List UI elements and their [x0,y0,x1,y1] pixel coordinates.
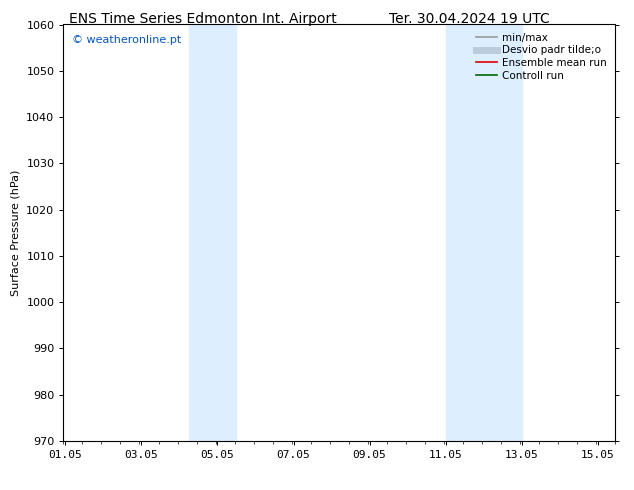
Legend: min/max, Desvio padr tilde;o, Ensemble mean run, Controll run: min/max, Desvio padr tilde;o, Ensemble m… [473,30,610,84]
Text: ENS Time Series Edmonton Int. Airport: ENS Time Series Edmonton Int. Airport [69,12,337,26]
Bar [446,24,522,441]
Y-axis label: Surface Pressure (hPa): Surface Pressure (hPa) [11,170,21,296]
Text: © weatheronline.pt: © weatheronline.pt [72,35,181,45]
Text: Ter. 30.04.2024 19 UTC: Ter. 30.04.2024 19 UTC [389,12,550,26]
Bar [189,24,236,441]
